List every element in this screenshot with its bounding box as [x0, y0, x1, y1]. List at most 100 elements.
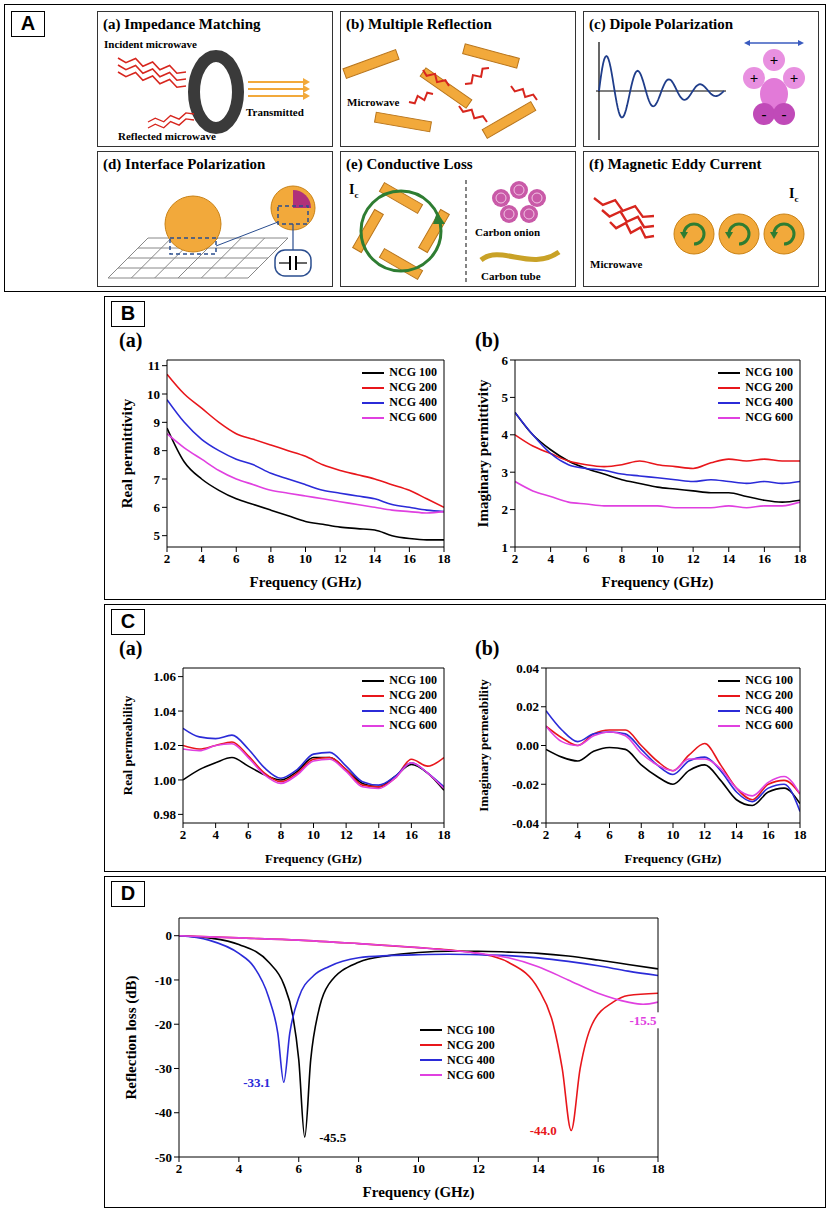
svg-text:14: 14: [722, 551, 736, 566]
svg-text:14: 14: [372, 827, 386, 842]
svg-text:Imaginary permeability: Imaginary permeability: [476, 679, 491, 812]
svg-text:2: 2: [512, 551, 519, 566]
svg-text:Reflected microwave: Reflected microwave: [118, 130, 216, 142]
svg-text:1: 1: [502, 540, 509, 555]
svg-text:-33.1: -33.1: [243, 1075, 270, 1090]
svg-text:18: 18: [438, 827, 452, 842]
svg-text:Frequency (GHz): Frequency (GHz): [265, 851, 362, 866]
svg-text:+: +: [770, 52, 779, 68]
svg-text:Microwave: Microwave: [590, 258, 642, 270]
svg-text:-0.04: -0.04: [512, 816, 540, 831]
svg-text:1.04: 1.04: [153, 704, 176, 719]
svg-text:11: 11: [148, 358, 160, 373]
svg-text:12: 12: [340, 827, 353, 842]
svg-text:Real permittivity: Real permittivity: [119, 398, 135, 508]
svg-text:12: 12: [687, 551, 700, 566]
svg-text:Ic: Ic: [349, 182, 358, 200]
svg-text:4: 4: [236, 1161, 243, 1176]
svg-text:0.98: 0.98: [153, 807, 176, 822]
svg-text:4: 4: [575, 827, 582, 842]
svg-text:3: 3: [502, 465, 509, 480]
svg-text:10: 10: [651, 551, 664, 566]
svg-text:9: 9: [154, 415, 161, 430]
svg-text:16: 16: [405, 827, 419, 842]
svg-text:6: 6: [245, 827, 252, 842]
svg-text:Reflection loss (dB): Reflection loss (dB): [123, 975, 140, 1099]
svg-text:Carbon onion: Carbon onion: [475, 226, 540, 238]
svg-text:10: 10: [147, 387, 160, 402]
svg-text:-10: -10: [155, 973, 172, 988]
svg-text:18: 18: [438, 551, 452, 566]
svg-text:6: 6: [233, 551, 240, 566]
svg-text:14: 14: [730, 827, 744, 842]
svg-text:7: 7: [154, 472, 161, 487]
svg-text:16: 16: [403, 551, 417, 566]
svg-text:1.02: 1.02: [153, 738, 176, 753]
svg-text:12: 12: [472, 1161, 485, 1176]
svg-text:Real permeability: Real permeability: [120, 695, 135, 795]
svg-text:2: 2: [502, 502, 509, 517]
svg-text:5: 5: [502, 390, 509, 405]
svg-text:-40: -40: [155, 1105, 172, 1120]
svg-text:8: 8: [268, 551, 275, 566]
svg-text:-: -: [782, 106, 787, 122]
svg-text:2: 2: [180, 827, 187, 842]
svg-text:Frequency (GHz): Frequency (GHz): [363, 1184, 475, 1201]
svg-text:10: 10: [307, 827, 320, 842]
svg-text:-30: -30: [155, 1061, 172, 1076]
svg-text:12: 12: [334, 551, 347, 566]
svg-text:Imaginary permittivity: Imaginary permittivity: [475, 379, 491, 527]
svg-text:-15.5: -15.5: [629, 1013, 657, 1028]
svg-text:8: 8: [154, 443, 161, 458]
svg-text:0.02: 0.02: [516, 699, 539, 714]
svg-text:Ic: Ic: [789, 186, 798, 204]
svg-text:Frequency (GHz): Frequency (GHz): [602, 574, 714, 591]
svg-text:Incident microwave: Incident microwave: [104, 38, 197, 50]
svg-text:8: 8: [638, 827, 645, 842]
svg-text:18: 18: [794, 827, 808, 842]
svg-text:5: 5: [154, 528, 161, 543]
svg-text:4: 4: [212, 827, 219, 842]
svg-text:6: 6: [502, 353, 509, 368]
svg-text:16: 16: [592, 1161, 606, 1176]
svg-text:0.04: 0.04: [516, 661, 539, 676]
svg-text:4: 4: [198, 551, 205, 566]
svg-text:14: 14: [532, 1161, 546, 1176]
svg-text:8: 8: [355, 1161, 362, 1176]
svg-text:6: 6: [154, 500, 161, 515]
svg-text:1.00: 1.00: [153, 773, 176, 788]
svg-text:4: 4: [547, 551, 554, 566]
svg-text:-20: -20: [155, 1017, 172, 1032]
svg-text:Frequency (GHz): Frequency (GHz): [250, 574, 362, 591]
svg-text:18: 18: [652, 1161, 666, 1176]
svg-text:0: 0: [166, 928, 173, 943]
svg-text:2: 2: [543, 827, 550, 842]
svg-text:0.00: 0.00: [516, 738, 539, 753]
svg-text:Carbon tube: Carbon tube: [481, 270, 541, 282]
svg-text:10: 10: [299, 551, 312, 566]
svg-text:-: -: [762, 106, 767, 122]
svg-text:2: 2: [164, 551, 171, 566]
svg-text:-44.0: -44.0: [530, 1123, 557, 1138]
svg-text:6: 6: [296, 1161, 303, 1176]
svg-text:Microwave: Microwave: [347, 96, 399, 108]
svg-text:1.06: 1.06: [153, 669, 176, 684]
svg-text:10: 10: [412, 1161, 425, 1176]
svg-text:4: 4: [502, 427, 509, 442]
svg-text:14: 14: [368, 551, 382, 566]
svg-text:12: 12: [698, 827, 711, 842]
svg-text:2: 2: [176, 1161, 183, 1176]
svg-text:-45.5: -45.5: [319, 1130, 347, 1145]
svg-text:-0.02: -0.02: [512, 777, 539, 792]
svg-text:16: 16: [762, 827, 776, 842]
svg-text:8: 8: [619, 551, 626, 566]
svg-text:Transmitted: Transmitted: [246, 106, 304, 118]
svg-text:10: 10: [667, 827, 680, 842]
svg-text:6: 6: [583, 551, 590, 566]
svg-text:8: 8: [278, 827, 285, 842]
svg-text:-50: -50: [155, 1150, 172, 1165]
svg-text:6: 6: [606, 827, 613, 842]
svg-text:18: 18: [794, 551, 808, 566]
svg-text:16: 16: [758, 551, 772, 566]
svg-text:Frequency (GHz): Frequency (GHz): [625, 851, 722, 866]
